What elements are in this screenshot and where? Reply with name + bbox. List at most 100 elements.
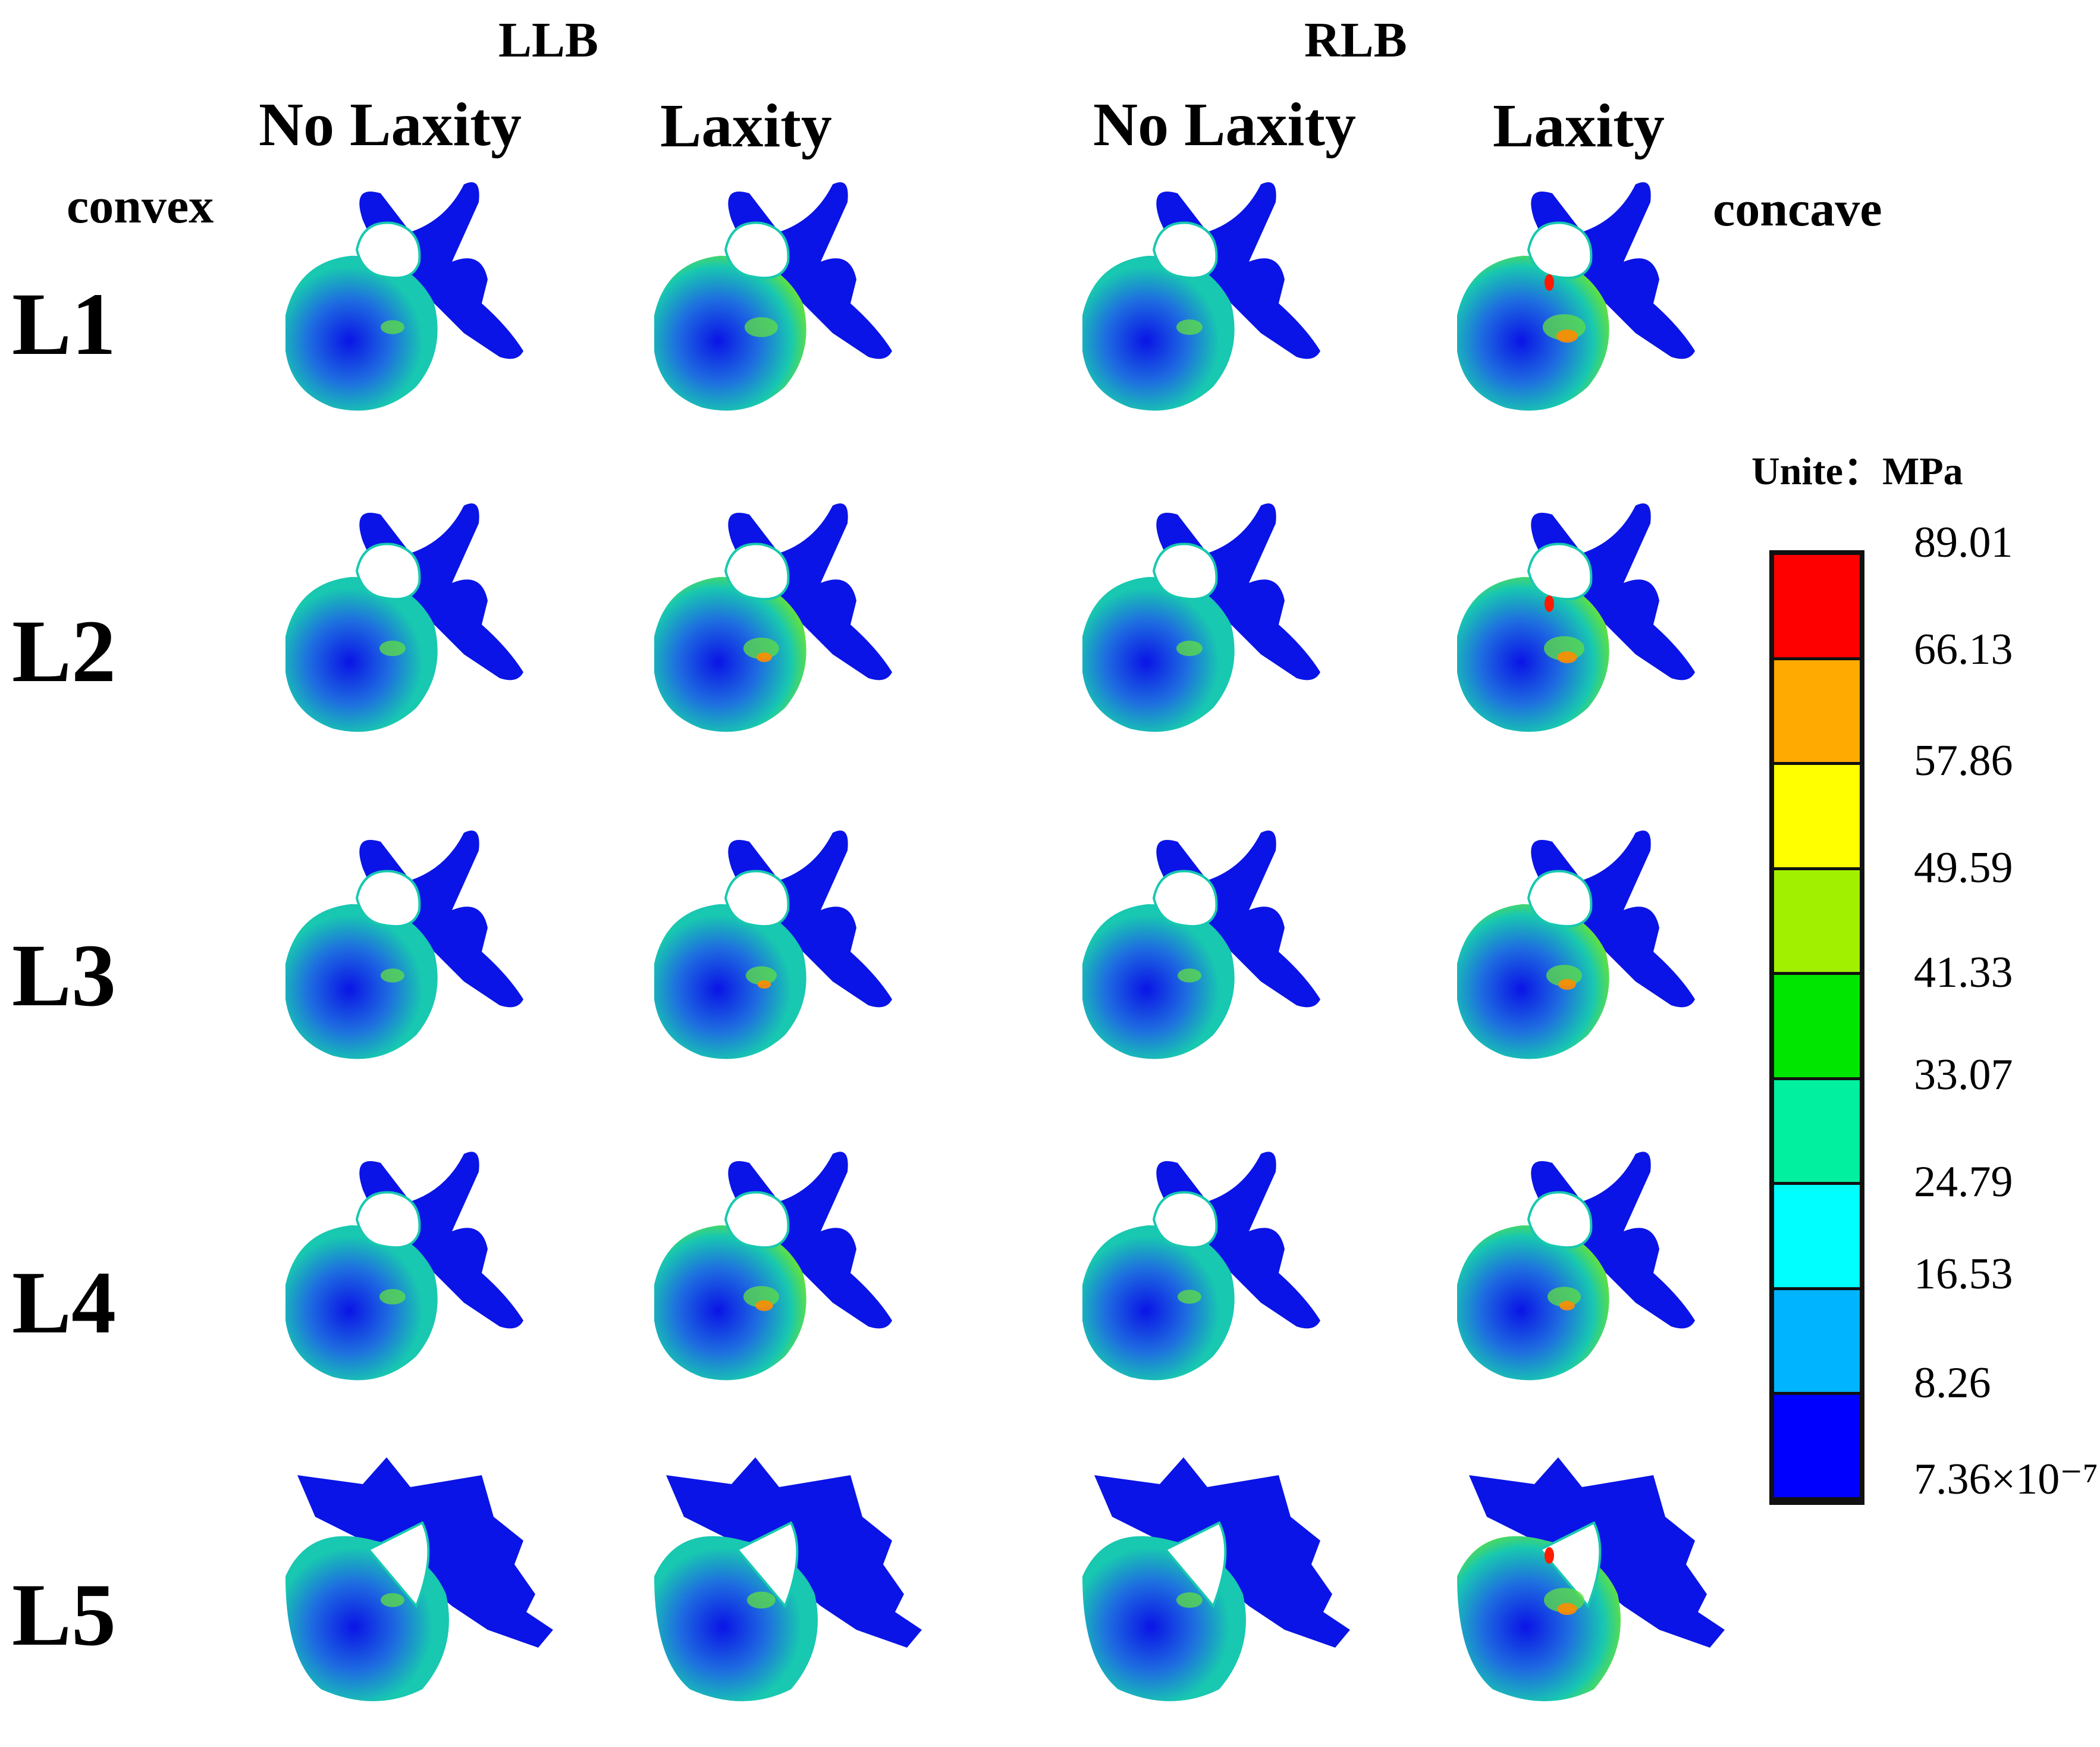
- legend-tick-1: 66.13: [1914, 625, 2013, 674]
- stress-zone-moderate: [1178, 968, 1201, 983]
- stress-zone-moderate: [381, 968, 404, 983]
- vertebral-foramen: [355, 870, 421, 928]
- vertebral-body: [285, 1225, 438, 1381]
- vertebral-body: [1082, 904, 1235, 1059]
- stress-zone-peak: [1545, 1547, 1554, 1564]
- vertebral-foramen: [1152, 1191, 1218, 1249]
- row-label-l2: L2: [12, 602, 117, 701]
- legend-tick-8: 8.26: [1914, 1359, 1991, 1407]
- vertebra-l3-col-2: [1082, 830, 1320, 1059]
- vertebra-l2-col-3: [1457, 503, 1695, 732]
- vertebral-body: [285, 256, 438, 411]
- stress-zone-moderate: [381, 1593, 404, 1607]
- stress-zone-high: [755, 1300, 773, 1311]
- vertebra-l2-col-2: [1082, 503, 1320, 732]
- vertebra-l4-col-0: [285, 1152, 523, 1381]
- side-label-convex: convex: [67, 178, 214, 234]
- vertebral-foramen: [366, 1521, 430, 1608]
- colorbar-segment-3: [1774, 870, 1860, 976]
- stress-zone-moderate: [379, 641, 406, 656]
- stress-zone-moderate: [743, 638, 779, 659]
- vertebral-body: [1457, 904, 1609, 1059]
- vertebral-body: [285, 904, 438, 1059]
- vertebral-foramen: [1527, 221, 1593, 280]
- legend-tick-6: 24.79: [1914, 1158, 2013, 1206]
- stress-zone-high: [1557, 651, 1577, 663]
- stress-zone-moderate: [381, 320, 404, 334]
- vertebral-body: [1457, 1225, 1609, 1381]
- vertebral-body: [1082, 1225, 1235, 1381]
- stress-zone-high: [1556, 330, 1578, 343]
- vertebral-body: [1082, 256, 1235, 411]
- vertebral-foramen: [1538, 1521, 1602, 1608]
- column-header-llb-no-laxity: No Laxity: [259, 90, 522, 159]
- stress-zone-moderate: [745, 317, 778, 337]
- legend-tick-9: 7.36×10⁻⁷: [1914, 1455, 2099, 1504]
- colorbar-segment-1: [1774, 660, 1860, 766]
- colorbar-segment-2: [1774, 765, 1860, 870]
- legend-unit-label: Unite：MPa: [1751, 450, 1963, 493]
- vertebral-body: [654, 904, 806, 1059]
- vertebral-foramen: [724, 221, 790, 280]
- vertebral-body: [1457, 577, 1609, 732]
- colorbar-segment-4: [1774, 975, 1860, 1080]
- vertebral-foramen: [1527, 542, 1593, 601]
- vertebra-l4-col-3: [1457, 1152, 1695, 1381]
- vertebral-body: [654, 577, 806, 732]
- stress-zone-high: [1558, 979, 1576, 990]
- vertebra-l2-col-1: [654, 503, 892, 732]
- stress-zone-moderate: [379, 1289, 406, 1304]
- stress-zone-high: [757, 980, 771, 989]
- stress-zone-moderate: [1178, 1290, 1201, 1304]
- stress-zone-peak: [1545, 595, 1554, 612]
- vertebra-l1-col-0: [285, 182, 523, 411]
- stress-zone-moderate: [1547, 1287, 1581, 1307]
- vertebra-l5-col-2: [1082, 1457, 1350, 1701]
- vertebra-l3-col-1: [654, 830, 892, 1059]
- side-label-concave: concave: [1713, 181, 1882, 237]
- vertebral-body: [654, 256, 806, 411]
- vertebra-l1-col-1: [654, 182, 892, 411]
- stress-zone-high: [1559, 1301, 1575, 1310]
- vertebral-body: [1457, 256, 1609, 411]
- legend-tick-7: 16.53: [1914, 1250, 2013, 1299]
- stress-zone-moderate: [1176, 319, 1203, 335]
- vertebral-body: [1082, 577, 1235, 732]
- row-label-l4: L4: [12, 1253, 117, 1352]
- vertebral-foramen: [1152, 542, 1218, 601]
- legend-tick-5: 33.07: [1914, 1050, 2013, 1099]
- vertebral-foramen: [1163, 1521, 1227, 1608]
- stress-zone-peak: [1545, 274, 1554, 291]
- vertebra-l2-col-0: [285, 503, 523, 732]
- row-label-l1: L1: [12, 275, 117, 374]
- stress-zone-moderate: [746, 966, 777, 985]
- vertebral-foramen: [724, 870, 790, 928]
- vertebral-foramen: [1152, 221, 1218, 280]
- stress-zone-moderate: [1176, 1592, 1203, 1608]
- stress-zone-moderate: [747, 1591, 776, 1609]
- vertebra-l1-col-3: [1457, 182, 1695, 411]
- vertebra-l3-col-0: [285, 830, 523, 1059]
- vertebra-l5-col-1: [654, 1457, 922, 1701]
- stress-zone-high: [756, 653, 772, 662]
- vertebral-foramen: [724, 1191, 790, 1249]
- vertebral-foramen: [735, 1521, 799, 1608]
- vertebral-foramen: [355, 1191, 421, 1249]
- row-label-l5: L5: [12, 1566, 117, 1664]
- vertebra-l1-col-2: [1082, 182, 1320, 411]
- column-header-llb-laxity: Laxity: [660, 92, 832, 160]
- vertebra-l3-col-3: [1457, 830, 1695, 1059]
- column-header-rlb-no-laxity: No Laxity: [1093, 90, 1356, 159]
- colorbar-segment-0: [1774, 555, 1860, 660]
- vertebra-l4-col-1: [654, 1152, 892, 1381]
- vertebral-body: [654, 1225, 806, 1381]
- vertebral-foramen: [1152, 870, 1218, 928]
- vertebra-l4-col-2: [1082, 1152, 1320, 1381]
- legend-tick-0: 89.01: [1914, 518, 2013, 567]
- column-header-rlb-laxity: Laxity: [1493, 92, 1665, 160]
- group-title-rlb: RLB: [1304, 12, 1407, 68]
- colorbar-segment-7: [1774, 1290, 1860, 1395]
- group-title-llb: LLB: [498, 12, 599, 68]
- stress-zone-moderate: [1176, 641, 1203, 656]
